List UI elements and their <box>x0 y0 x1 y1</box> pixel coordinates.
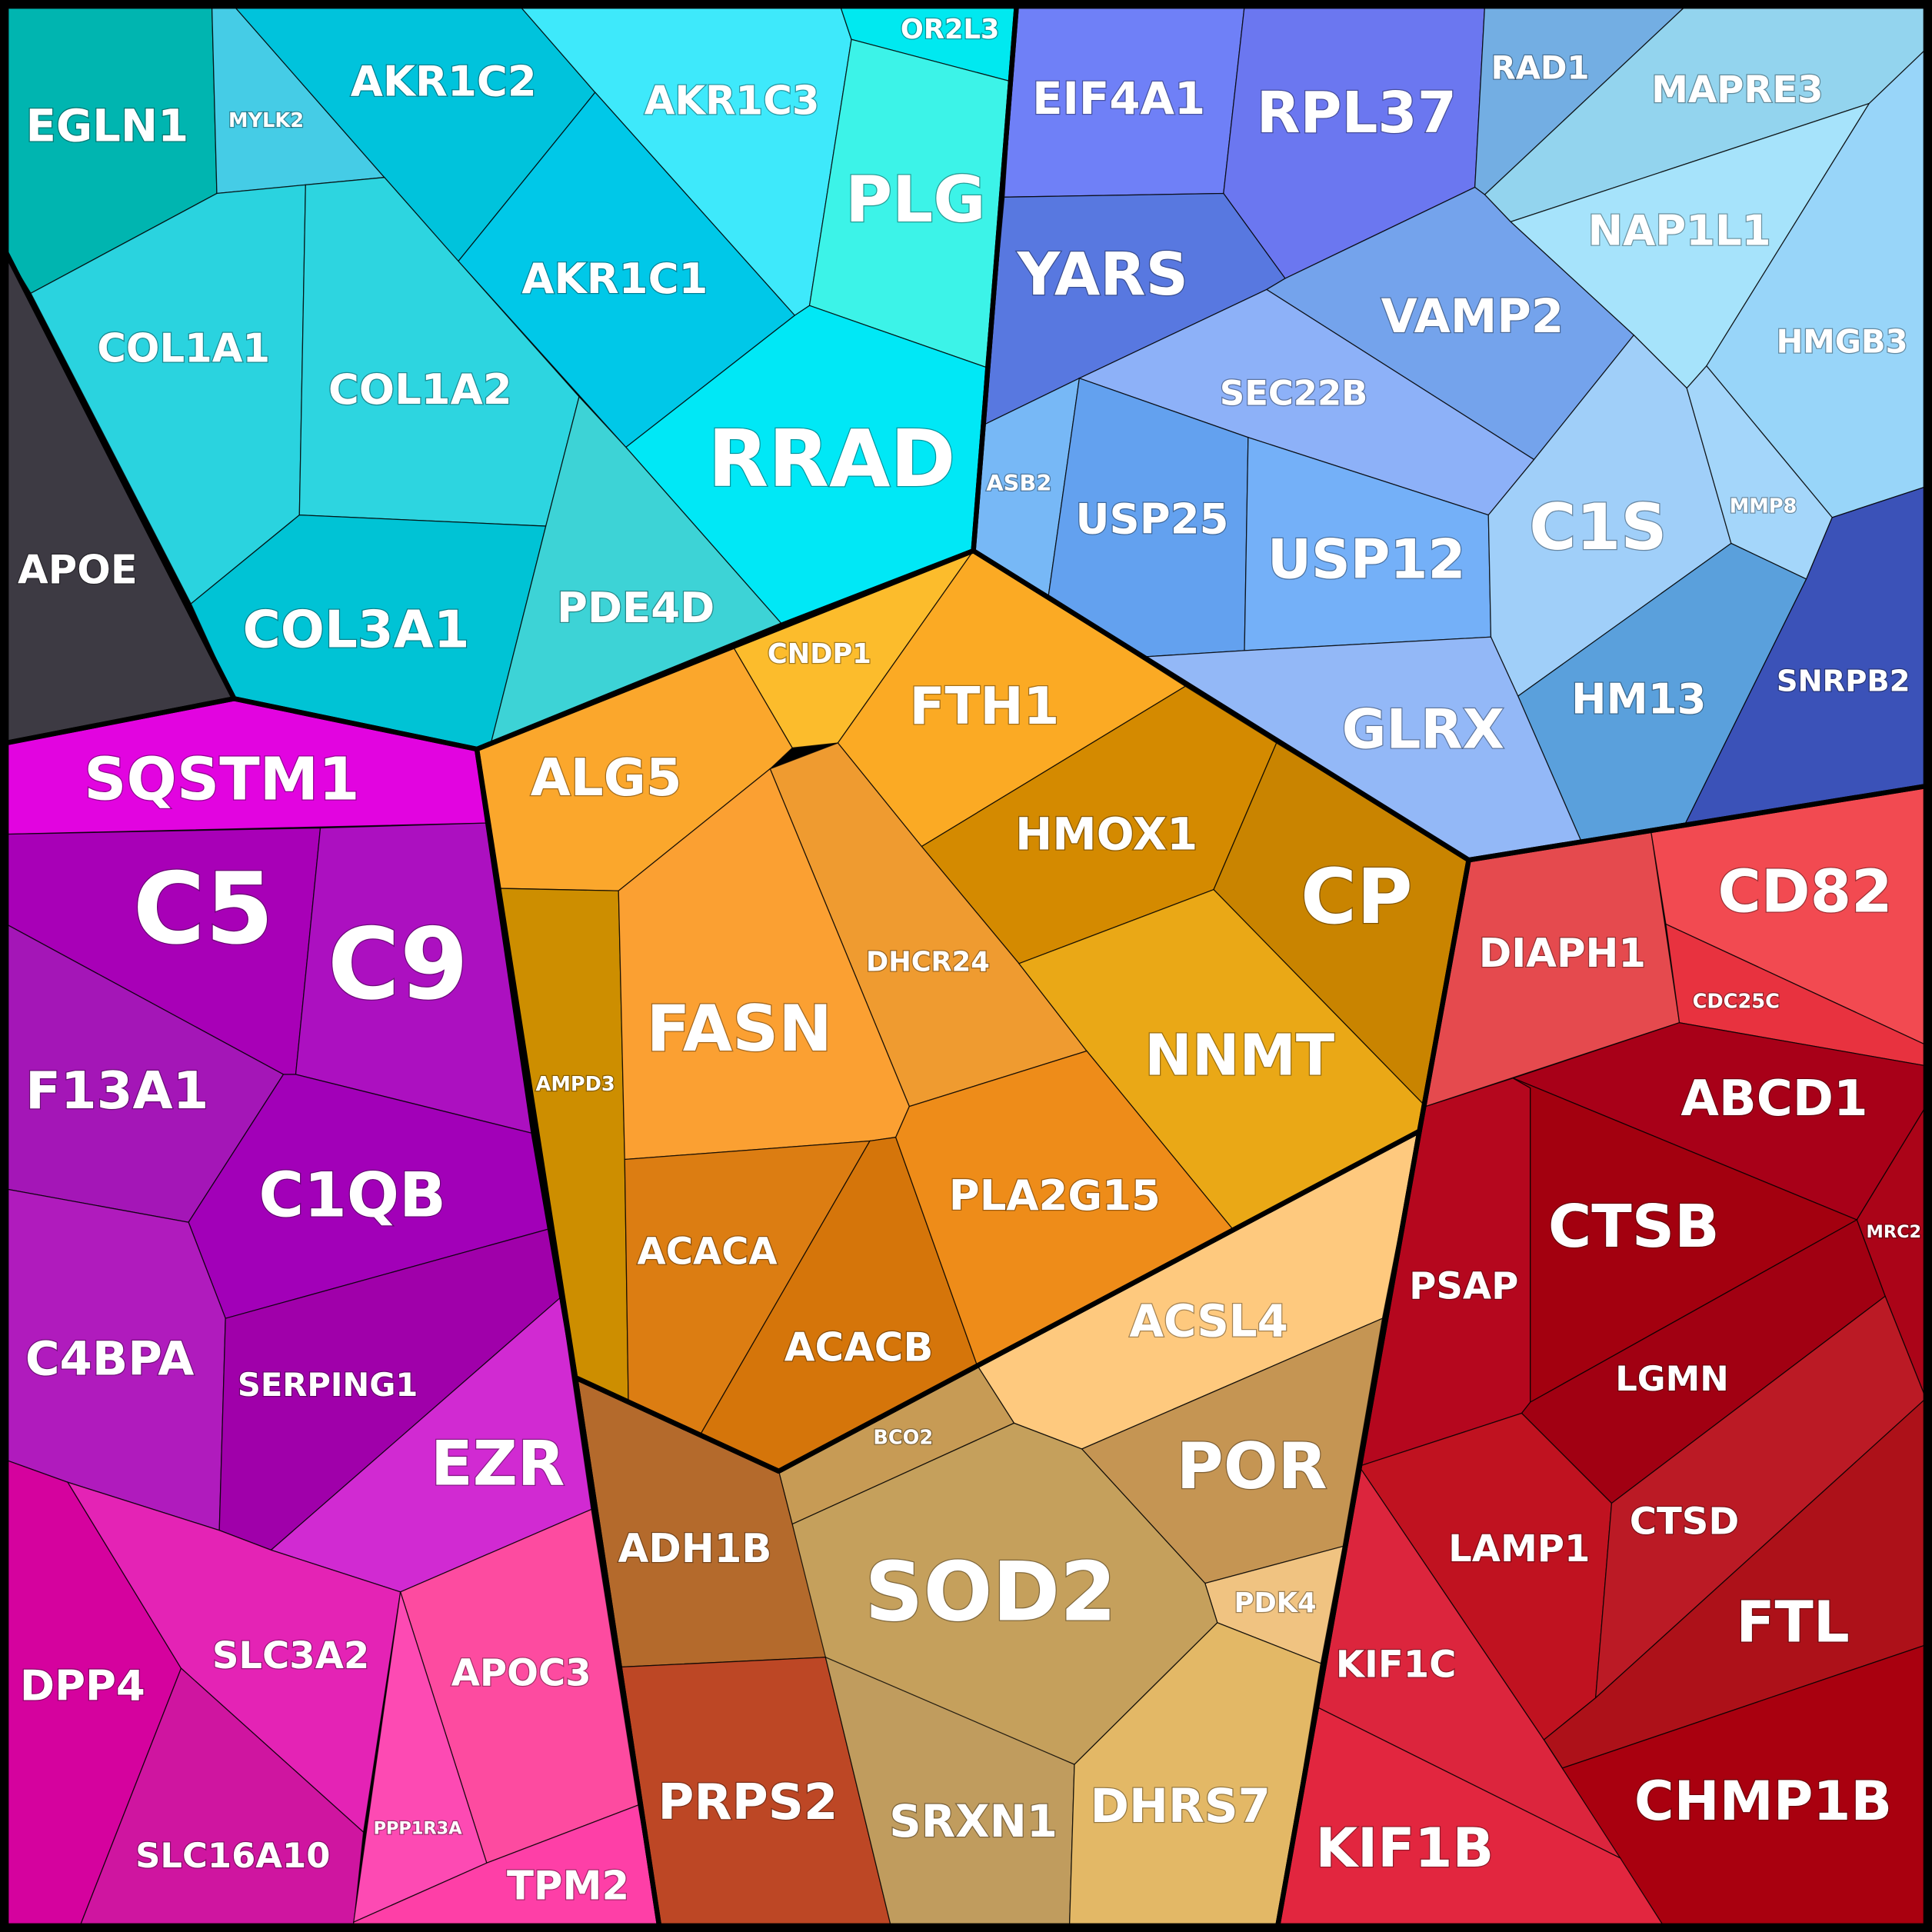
cell-label: SEC22B <box>1220 373 1367 414</box>
cell-label: OR2L3 <box>901 14 1000 45</box>
cell-label: ACACB <box>784 1325 934 1371</box>
cell-label: PSAP <box>1409 1265 1518 1308</box>
cell-label: COL3A1 <box>242 600 469 660</box>
cell-label: FTH1 <box>910 676 1060 736</box>
cell-label: COL1A2 <box>328 365 512 414</box>
cell-label: MMP8 <box>1730 495 1797 518</box>
cell-label: ALG5 <box>531 748 682 808</box>
cell-label: EZR <box>431 1428 565 1500</box>
cell-label: C1S <box>1529 490 1667 565</box>
cell-label: MRC2 <box>1867 1222 1922 1242</box>
cell-label: CHMP1B <box>1634 1770 1892 1833</box>
cell-label: C9 <box>328 908 468 1022</box>
cell-label: HM13 <box>1571 674 1707 723</box>
cell-label: CNDP1 <box>768 638 871 670</box>
cell-label: SLC3A2 <box>212 1634 370 1677</box>
cell-label: DHRS7 <box>1091 1779 1271 1834</box>
cell-label: BCO2 <box>873 1427 933 1450</box>
cell-label: APOC3 <box>451 1652 591 1695</box>
cell-label: C1QB <box>258 1159 446 1231</box>
cell-label: NNMT <box>1144 1023 1334 1088</box>
cell-label: C5 <box>133 852 274 967</box>
cell-label: AMPD3 <box>536 1073 615 1096</box>
cell-label: EGLN1 <box>25 99 188 152</box>
cell-label: USP25 <box>1075 494 1228 543</box>
cell-label: SQSTM1 <box>84 746 360 814</box>
cell-label: LAMP1 <box>1448 1527 1590 1571</box>
cells <box>5 5 1927 1927</box>
cell-label: PRPS2 <box>658 1774 838 1831</box>
group-border <box>3 3 1929 1929</box>
cell-label: PLA2G15 <box>949 1171 1161 1220</box>
cell-label: ASB2 <box>986 470 1051 496</box>
cell-label: TPM2 <box>507 1864 629 1910</box>
cell-label: LGMN <box>1615 1358 1729 1399</box>
cell-label: PDE4D <box>557 583 715 632</box>
cell-label: ABCD1 <box>1681 1071 1867 1128</box>
cell-label: HMOX1 <box>1015 808 1198 861</box>
cell-label: PPP1R3A <box>374 1818 463 1838</box>
labels: EGLN1 MYLK2 AKR1C2 AKR1C3 OR2L3 PLG AKR1C1 RRAD… <box>17 13 1923 1910</box>
cell <box>894 1050 1234 1366</box>
cell-label: ACACA <box>638 1231 778 1274</box>
cell-label: CDC25C <box>1693 990 1780 1013</box>
cell-label: AKR1C3 <box>645 78 820 124</box>
cell-label: SERPING1 <box>238 1366 418 1404</box>
cell-label: DPP4 <box>20 1661 145 1710</box>
cell-label: DIAPH1 <box>1479 931 1646 977</box>
cell-label: RRAD <box>708 414 955 505</box>
cell-label: RAD1 <box>1491 49 1590 87</box>
cell-label: CTSD <box>1630 1501 1740 1544</box>
cell-label: USP12 <box>1267 528 1466 591</box>
cell-label: ACSL4 <box>1129 1294 1287 1347</box>
cell-label: KIF1C <box>1336 1643 1457 1686</box>
cell-label: CD82 <box>1717 858 1892 926</box>
cell-label: RPL37 <box>1257 81 1457 146</box>
cell-label: PDK4 <box>1234 1587 1317 1619</box>
cell-label: VAMP2 <box>1381 289 1564 344</box>
group-borders <box>3 3 1929 1929</box>
cell-label: CTSB <box>1548 1193 1720 1261</box>
cell-label: HMGB3 <box>1776 322 1907 360</box>
cell-label: AKR1C1 <box>521 254 708 303</box>
cell-label: POR <box>1177 1429 1327 1504</box>
cell-label: NAP1L1 <box>1588 206 1771 255</box>
cell-label: AKR1C2 <box>351 57 537 106</box>
cell-label: F13A1 <box>25 1061 208 1121</box>
cell-label: APOE <box>18 548 138 594</box>
cell-label: COL1A1 <box>97 325 270 371</box>
cell-label: C4BPA <box>25 1332 195 1387</box>
cell-label: EIF4A1 <box>1032 72 1205 125</box>
cell-label: FASN <box>646 991 832 1066</box>
cell-label: SNRPB2 <box>1777 664 1910 698</box>
cell-label: YARS <box>1017 241 1188 309</box>
cell-label: KIF1B <box>1315 1817 1494 1880</box>
cell-label: DHCR24 <box>866 947 990 978</box>
cell-label: GLRX <box>1342 698 1504 761</box>
cell-label: FTL <box>1736 1590 1850 1655</box>
cell-label: ADH1B <box>618 1526 772 1572</box>
cell-label: MYLK2 <box>228 109 304 132</box>
cell-label: SOD2 <box>864 1544 1116 1639</box>
cell-label: CP <box>1301 853 1413 941</box>
cell-label: MAPRE3 <box>1651 68 1823 112</box>
cell-label: SLC16A10 <box>135 1835 330 1876</box>
cell-label: PLG <box>845 162 986 237</box>
cell-label: SRXN1 <box>889 1795 1058 1847</box>
